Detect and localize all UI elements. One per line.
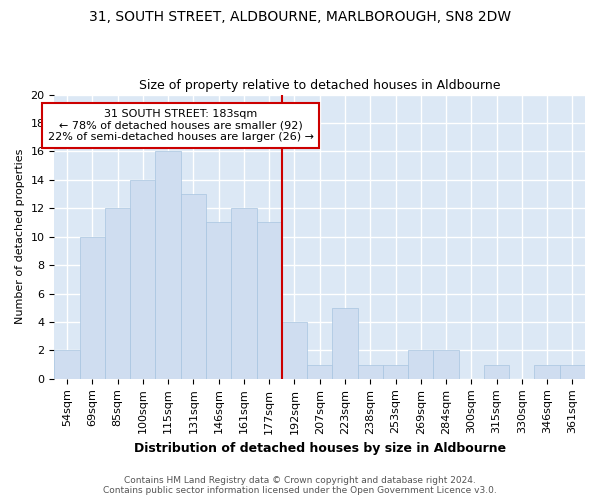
Text: 31, SOUTH STREET, ALDBOURNE, MARLBOROUGH, SN8 2DW: 31, SOUTH STREET, ALDBOURNE, MARLBOROUGH… — [89, 10, 511, 24]
Bar — [433, 350, 458, 379]
Bar — [181, 194, 206, 379]
X-axis label: Distribution of detached houses by size in Aldbourne: Distribution of detached houses by size … — [134, 442, 506, 455]
Bar — [358, 364, 383, 379]
Bar — [80, 236, 105, 379]
Bar — [560, 364, 585, 379]
Bar — [105, 208, 130, 379]
Bar — [130, 180, 155, 379]
Bar — [282, 322, 307, 379]
Bar — [155, 152, 181, 379]
Bar — [206, 222, 231, 379]
Bar — [257, 222, 282, 379]
Bar — [307, 364, 332, 379]
Bar — [383, 364, 408, 379]
Y-axis label: Number of detached properties: Number of detached properties — [15, 149, 25, 324]
Bar — [535, 364, 560, 379]
Bar — [231, 208, 257, 379]
Bar — [332, 308, 358, 379]
Title: Size of property relative to detached houses in Aldbourne: Size of property relative to detached ho… — [139, 79, 500, 92]
Text: 31 SOUTH STREET: 183sqm
← 78% of detached houses are smaller (92)
22% of semi-de: 31 SOUTH STREET: 183sqm ← 78% of detache… — [48, 109, 314, 142]
Bar — [408, 350, 433, 379]
Bar — [55, 350, 80, 379]
Bar — [484, 364, 509, 379]
Text: Contains HM Land Registry data © Crown copyright and database right 2024.
Contai: Contains HM Land Registry data © Crown c… — [103, 476, 497, 495]
